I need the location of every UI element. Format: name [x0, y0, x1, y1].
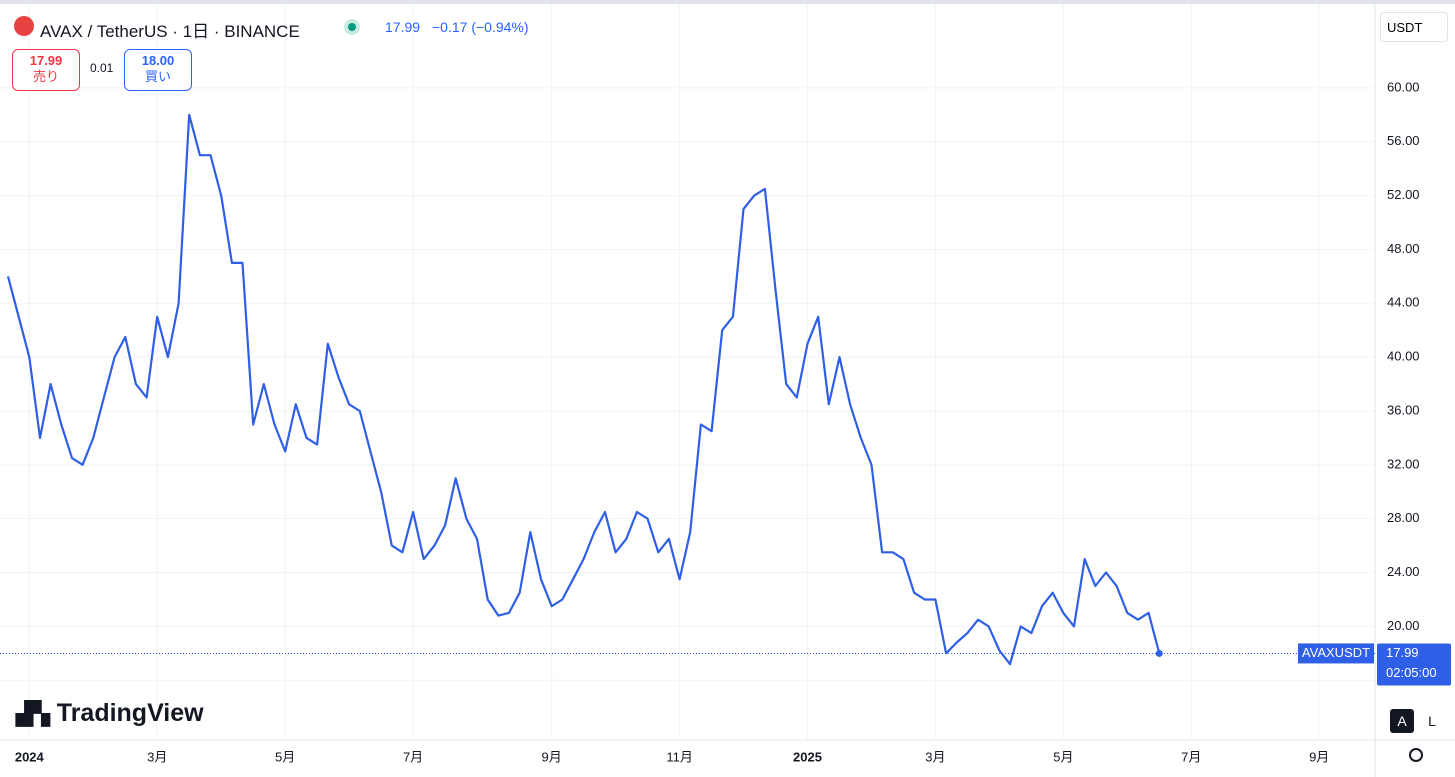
x-tick-label: 2024 [15, 749, 45, 764]
buy-price: 18.00 [141, 53, 175, 68]
logo: ▟▚ TradingView [16, 699, 204, 727]
sell-button[interactable]: 17.99 売り [12, 49, 80, 91]
x-tick-label: 9月 [542, 749, 562, 764]
currency-select[interactable]: USDT [1380, 12, 1448, 42]
y-tick-label: 32.00 [1387, 456, 1420, 471]
x-tick-label: 9月 [1309, 749, 1329, 764]
symbol-label-bg [1298, 643, 1374, 664]
settings-button[interactable] [1409, 748, 1423, 762]
x-tick-label: 3月 [925, 749, 945, 764]
y-tick-label: 48.00 [1387, 241, 1420, 256]
symbol-icon [14, 16, 34, 36]
x-tick-label: 5月 [1053, 749, 1073, 764]
sell-label: 売り [32, 69, 59, 84]
y-tick-label: 36.00 [1387, 402, 1420, 417]
log-scale-button[interactable]: L [1428, 713, 1436, 729]
price-line [6, 113, 1161, 666]
y-tick-label: 60.00 [1387, 79, 1420, 94]
x-tick-label: 7月 [1181, 749, 1201, 764]
symbol-title[interactable]: AVAX / TetherUS · 1日 · BINANCE [40, 22, 300, 41]
y-tick-label: 40.00 [1387, 349, 1420, 364]
x-tick-label: 11月 [666, 749, 693, 764]
x-tick-label: 3月 [147, 749, 167, 764]
header-price: 17.99 [385, 19, 421, 35]
market-status [344, 19, 360, 35]
x-tick-label: 5月 [275, 749, 295, 764]
auto-scale-button[interactable]: A [1390, 709, 1414, 733]
countdown-label: 02:05:00 [1386, 665, 1437, 680]
price-label: 17.99 [1386, 645, 1419, 660]
y-tick-label: 44.00 [1387, 295, 1420, 310]
buy-label: 買い [144, 69, 171, 84]
symbol-label: AVAXUSDT [1302, 645, 1370, 660]
y-tick-label: 24.00 [1387, 564, 1420, 579]
price-label-bg [1377, 643, 1451, 686]
y-tick-label: 28.00 [1387, 510, 1420, 525]
header-change: −0.17 (−0.94%) [432, 19, 529, 35]
y-tick-label: 52.00 [1387, 187, 1420, 202]
top-border [0, 0, 1455, 4]
y-tick-label: 56.00 [1387, 133, 1420, 148]
x-tick-label: 7月 [403, 749, 423, 764]
sell-price: 17.99 [29, 53, 63, 68]
x-tick-label: 2025 [793, 749, 822, 764]
last-point [1155, 649, 1163, 657]
y-tick-label: 20.00 [1387, 618, 1420, 633]
buy-button[interactable]: 18.00 買い [124, 49, 192, 91]
logo-text: TradingView [56, 699, 204, 727]
spread: 0.01 [90, 61, 114, 75]
